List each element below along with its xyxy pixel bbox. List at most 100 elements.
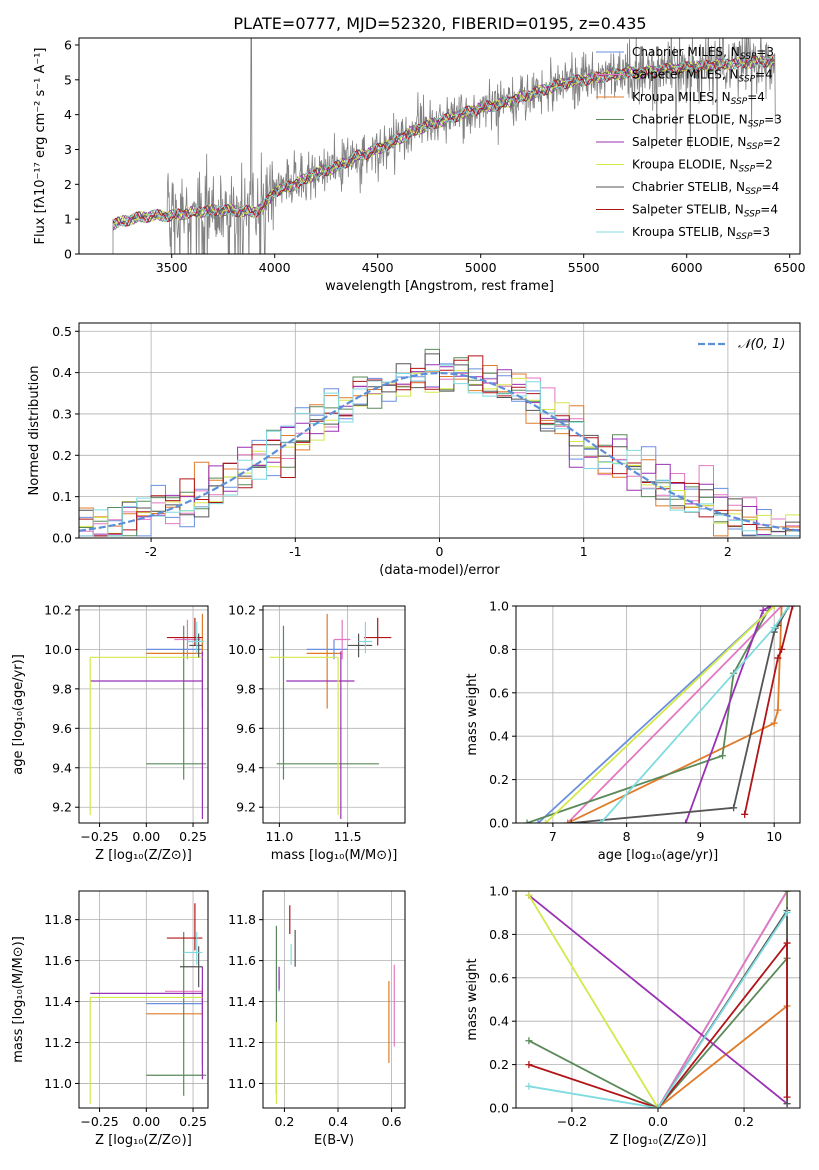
plot-area-mass-vs-Z — [89, 903, 207, 1104]
axes-residual-histogram: -2 -1 0 1 2 0.0 0.1 0.2 0.3 0.4 0.5 (data-model)/er… — [27, 322, 801, 578]
legend-count: =4 — [747, 90, 765, 104]
errorbar-kroupa-stelib — [187, 621, 205, 654]
y-tick-label: 1 — [64, 212, 72, 227]
plots-layer: 3500 4000 4500 5000 5500 6000 6500 0 1 2 3 4 5 6 wavel… — [11, 37, 806, 1148]
legend-subscript: SSP — [744, 210, 761, 220]
cumulative-marker-salpeter-stelib — [525, 1061, 533, 1069]
y-axis-label: mass weight — [465, 958, 480, 1040]
y-tick-label: 0.4 — [52, 365, 72, 380]
y-tick-label: 9.4 — [236, 760, 256, 775]
x-tick-label: 1 — [580, 544, 588, 559]
errorbar-salpeter-stelib — [364, 617, 392, 646]
cumulative-marker-salpeter-elodie — [682, 819, 690, 823]
x-tick-label: 0.6 — [382, 1114, 402, 1129]
y-tick-label: 11.6 — [44, 953, 72, 968]
cumulative-marker-chabrier-stelib — [567, 819, 575, 823]
y-tick-label: 11.2 — [44, 1035, 72, 1050]
cumulative-line-salpeter-miles — [566, 606, 783, 823]
x-tick-label: −0.25 — [80, 829, 118, 844]
axes-frame — [78, 890, 209, 1109]
cumulative-line-salpeter-miles — [657, 891, 788, 1108]
y-tick-label: 3 — [64, 142, 72, 157]
errorbar-salpeter-elodie — [90, 651, 203, 820]
errorbar-kroupa-elodie — [89, 996, 203, 1104]
y-tick-label: 0.5 — [52, 324, 72, 339]
y-tick-label: 11.8 — [228, 912, 256, 927]
legend-subscript: SSP — [748, 120, 765, 130]
x-tick-label: 8 — [623, 829, 631, 844]
cumulative-marker-chabrier-elodie — [783, 891, 791, 895]
legend-label-kroupa-stelib: Kroupa STELIB, NSSP=3 — [632, 225, 770, 242]
errorbar-chabrier-stelib — [179, 946, 203, 988]
cumulative-marker-salpeter-elodie — [759, 606, 767, 614]
errorbar-kroupa-elodie — [269, 656, 339, 816]
y-tick-label: 0.1 — [52, 489, 72, 504]
legend-count: =4 — [760, 203, 778, 217]
errorbar-salpeter-miles — [334, 619, 351, 660]
y-tick-label: 9.4 — [52, 760, 72, 775]
x-tick-label: 0.25 — [179, 1114, 207, 1129]
cumulative-marker-kroupa-stelib — [654, 1104, 662, 1108]
y-tick-label: 9.6 — [236, 721, 256, 736]
cumulative-marker-salpeter-stelib — [783, 939, 791, 947]
x-tick-label: 3500 — [156, 260, 188, 275]
y-tick-label: 1.0 — [489, 599, 509, 614]
x-tick-label: 6000 — [671, 260, 703, 275]
x-tick-label: 6500 — [774, 260, 806, 275]
errorbar-chabrier-stelib — [347, 633, 373, 658]
legend-count: =3 — [752, 225, 770, 239]
x-tick-label: 5000 — [465, 260, 497, 275]
cumulative-marker-kroupa-miles — [770, 719, 778, 727]
y-tick-label: 11.0 — [228, 1076, 256, 1091]
cumulative-marker-kroupa-elodie — [525, 891, 533, 899]
y-tick-label: 1.0 — [489, 884, 509, 899]
x-tick-label: 0.25 — [179, 829, 207, 844]
legend-subscript: SSP — [740, 52, 757, 62]
cumulative-marker-salpeter-stelib — [741, 810, 749, 818]
cumulative-line-salpeter-elodie — [528, 894, 788, 1105]
y-tick-label: 4 — [64, 107, 72, 122]
axes-frame — [515, 605, 801, 824]
x-tick-label: 0.00 — [132, 829, 160, 844]
x-tick-label: 0.2 — [274, 1114, 294, 1129]
y-tick-label: 0.0 — [489, 816, 509, 831]
x-tick-label: 0.00 — [132, 1114, 160, 1129]
y-tick-label: 0.4 — [489, 1014, 509, 1029]
cumulative-marker-kroupa-stelib — [783, 909, 791, 917]
errorbar-kroupa-miles — [306, 613, 341, 709]
y-tick-label: 0.6 — [489, 970, 509, 985]
legend-label-salpeter-miles: Salpeter MILES, NSSP=4 — [632, 68, 773, 85]
y-tick-label: 11.2 — [228, 1035, 256, 1050]
errorbar-chabrier-elodie — [146, 625, 207, 780]
plot-area-cumulative-mass-weight-Z — [525, 891, 791, 1108]
x-tick-label: 7 — [549, 829, 557, 844]
x-tick-label: 4500 — [362, 260, 394, 275]
y-tick-label: 0.0 — [489, 1101, 509, 1116]
y-axis-label: Flux [fλ10⁻¹⁷ erg cm⁻² s⁻¹ A⁻¹] — [33, 48, 48, 245]
y-tick-label: 11.4 — [44, 994, 72, 1009]
figure-title: PLATE=0777, MJD=52320, FIBERID=0195, z=0… — [233, 14, 646, 33]
cumulative-marker-kroupa-miles — [564, 819, 572, 823]
cumulative-marker-kroupa-stelib — [785, 606, 793, 610]
cumulative-marker-kroupa-miles — [774, 706, 782, 714]
legend-subscript: SSP — [736, 232, 753, 242]
spectrum-model-line-kroupa-elodie — [112, 55, 775, 226]
legend-count: =2 — [755, 158, 773, 172]
cumulative-marker-kroupa-stelib — [525, 1082, 533, 1090]
legend-label-kroupa-elodie: Kroupa ELODIE, NSSP=2 — [632, 158, 773, 175]
cumulative-line-salpeter-stelib — [743, 606, 794, 815]
errorbar-salpeter-elodie — [90, 966, 203, 1080]
cumulative-marker-chabrier-elodie — [719, 752, 727, 760]
spectrum-model-line-kroupa-stelib — [112, 55, 775, 228]
axes-frame — [262, 890, 406, 1109]
y-tick-label: 0.8 — [489, 642, 509, 657]
y-tick-label: 11.4 — [228, 994, 256, 1009]
y-tick-label: 11.6 — [228, 953, 256, 968]
cumulative-marker-chabrier-elodie — [523, 819, 531, 823]
cumulative-marker-chabrier-miles — [534, 819, 542, 823]
x-axis-label: age [log₁₀(age/yr)] — [598, 848, 719, 863]
cumulative-line-kroupa-stelib — [528, 912, 788, 1108]
x-axis-label: Z [log₁₀(Z/Z⊙)] — [95, 848, 192, 863]
